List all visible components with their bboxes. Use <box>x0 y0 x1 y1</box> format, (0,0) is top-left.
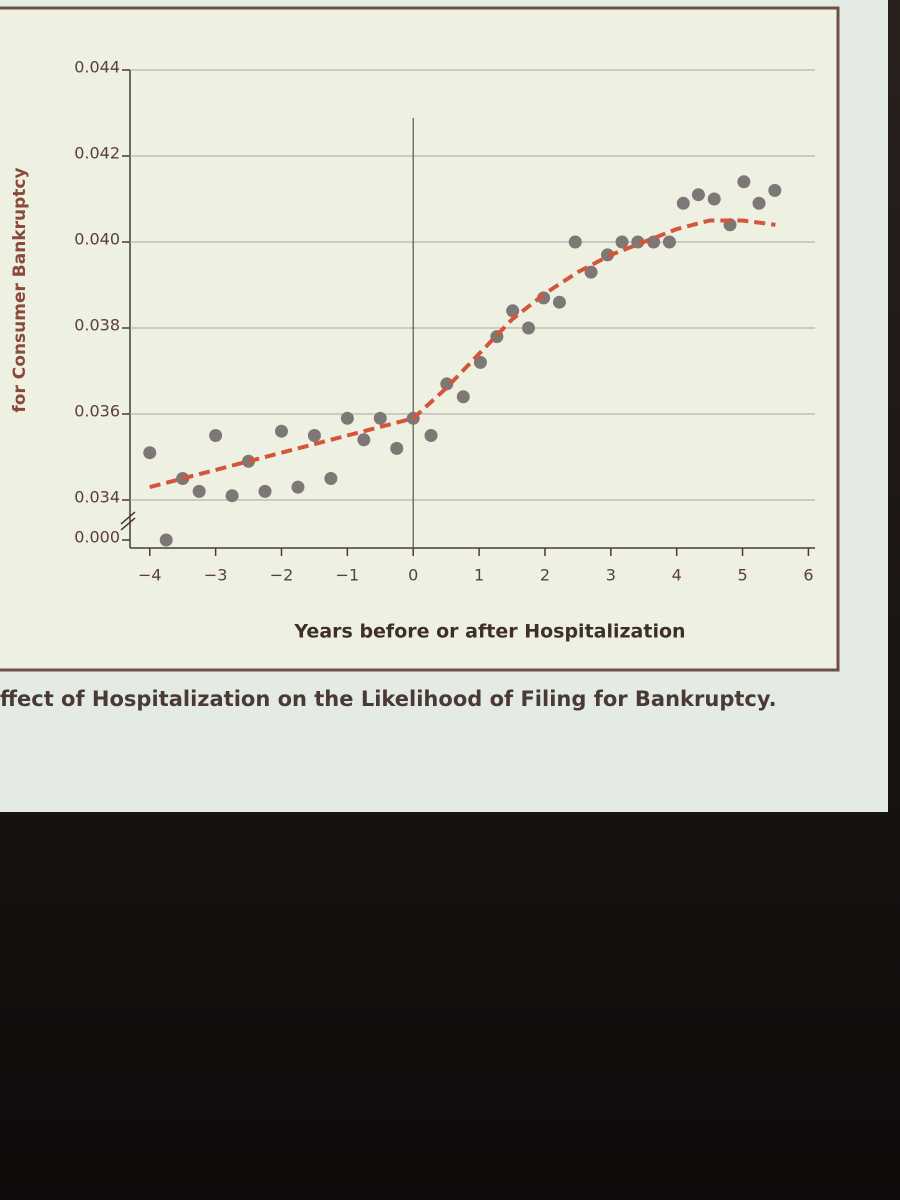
y-tick-label: 0.040 <box>74 230 120 249</box>
data-point <box>209 429 223 442</box>
x-tick-label: −2 <box>270 566 294 585</box>
data-point <box>143 446 157 460</box>
chart-panel <box>0 6 840 672</box>
data-point <box>768 183 782 197</box>
data-point <box>521 321 535 335</box>
data-point <box>615 235 629 249</box>
data-point <box>192 484 206 498</box>
data-point <box>691 188 705 202</box>
data-point <box>552 295 566 309</box>
data-point <box>258 484 272 498</box>
y-tick-label: 0.000 <box>74 528 120 547</box>
data-point <box>662 235 676 249</box>
x-tick-label: 0 <box>408 566 418 585</box>
y-tick-label: 0.036 <box>74 402 120 421</box>
y-tick-label: 0.038 <box>74 316 120 335</box>
data-point <box>159 533 173 547</box>
data-point <box>307 429 321 442</box>
x-tick-label: −4 <box>138 566 162 585</box>
x-tick-label: 6 <box>803 566 813 585</box>
y-tick-label: 0.034 <box>74 488 120 507</box>
x-tick-label: 2 <box>540 566 550 585</box>
x-tick-label: 1 <box>474 566 484 585</box>
y-tick-label: 0.044 <box>74 58 120 77</box>
data-point <box>274 424 288 438</box>
axis-break <box>120 517 136 531</box>
x-tick-label: −3 <box>204 566 228 585</box>
data-point <box>340 411 354 425</box>
data-point <box>373 411 387 425</box>
x-tick-label: −1 <box>336 566 360 585</box>
data-point <box>707 192 721 206</box>
caption: ffect of Hospitalization on the Likeliho… <box>0 687 777 711</box>
data-point <box>676 196 690 210</box>
data-point <box>568 235 582 249</box>
x-tick-label: 3 <box>606 566 616 585</box>
axis-break <box>120 511 136 525</box>
y-axis-label: for Consumer Bankruptcy <box>10 167 30 412</box>
fit-line <box>149 218 776 490</box>
data-point <box>456 390 470 404</box>
x-axis-label: Years before or after Hospitalization <box>293 621 685 643</box>
y-tick-label: 0.042 <box>74 144 120 163</box>
data-point <box>631 235 645 249</box>
data-point <box>225 489 239 503</box>
data-point <box>440 377 454 391</box>
plot: 0.000 0.034 0.036 0.038 0.040 0.042 0.044 −4 −3 −… <box>74 58 815 585</box>
x-tick-label: 4 <box>672 566 682 585</box>
data-point <box>473 355 487 369</box>
data-point <box>737 175 751 189</box>
x-tick-label: 5 <box>737 566 747 585</box>
data-point <box>291 480 305 494</box>
data-point <box>357 433 371 447</box>
data-point <box>390 441 404 455</box>
data-point <box>424 429 438 442</box>
data-point <box>324 472 338 485</box>
data-point <box>752 196 766 210</box>
